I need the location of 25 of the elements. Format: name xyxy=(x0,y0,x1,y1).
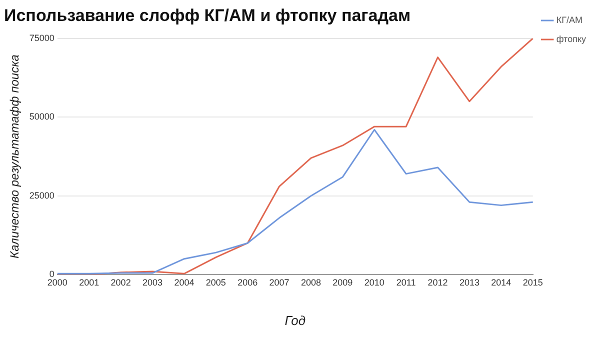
x-tick-label: 2010 xyxy=(364,277,384,288)
x-tick-label: 2004 xyxy=(174,277,194,288)
x-tick-label: 2007 xyxy=(269,277,290,288)
x-tick-label: 2003 xyxy=(142,277,163,288)
x-tick-label: 2006 xyxy=(238,277,258,288)
x-tick-label: 2001 xyxy=(79,277,100,288)
legend-label: фтопку xyxy=(556,34,586,44)
y-tick-label: 0 xyxy=(49,269,54,280)
x-tick-label: 2011 xyxy=(396,277,416,288)
x-tick-label: 2002 xyxy=(110,277,131,288)
x-tick-label: 2009 xyxy=(332,277,353,288)
x-tick-label: 2012 xyxy=(428,277,448,288)
y-tick-label: 25000 xyxy=(29,190,54,200)
y-tick-label: 50000 xyxy=(29,112,54,122)
x-axis-title: Год xyxy=(284,312,306,328)
x-tick-label: 2014 xyxy=(491,277,512,288)
x-tick-label: 2015 xyxy=(522,277,543,288)
y-tick-label: 75000 xyxy=(29,32,54,43)
x-tick-label: 2008 xyxy=(300,277,322,288)
x-tick-label: 2013 xyxy=(459,277,480,288)
legend-label: КГ/АМ xyxy=(556,14,582,25)
y-axis-title: Каличество результатафф поиска xyxy=(8,54,22,258)
chart-title: Использавание слофф КГ/АМ и фтопку пагадам xyxy=(4,6,411,25)
x-tick-label: 2005 xyxy=(206,277,226,288)
x-tick-label: 2000 xyxy=(47,277,68,288)
